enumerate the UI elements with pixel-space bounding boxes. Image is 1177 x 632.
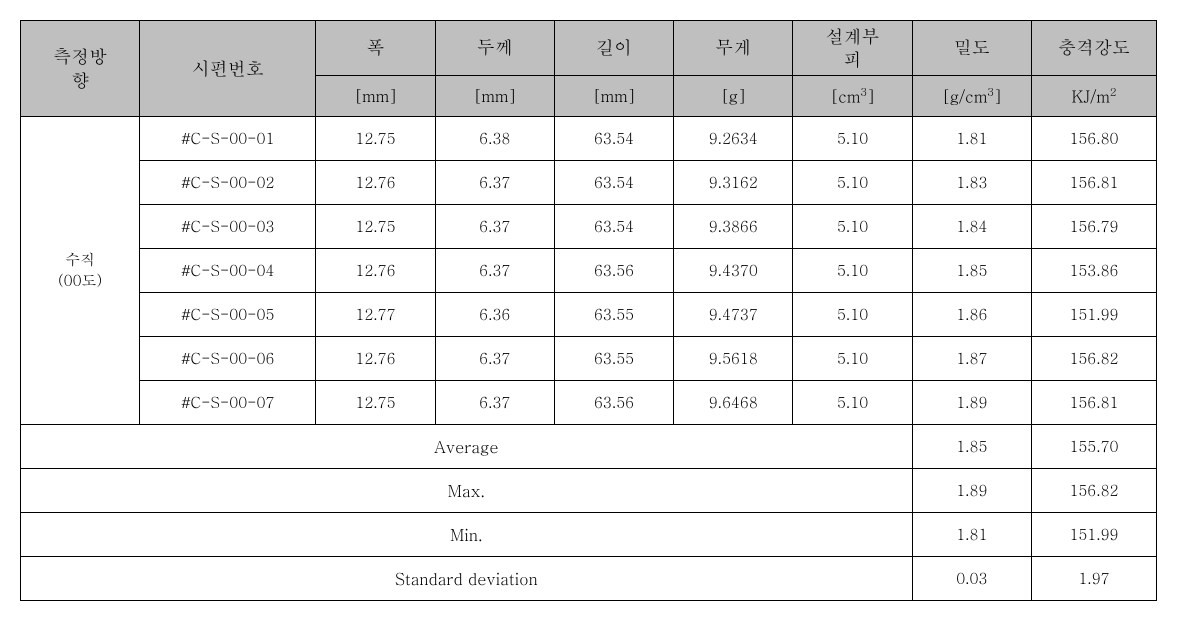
- stat-density: 0.03: [912, 557, 1031, 601]
- cell-v: 5.10: [793, 161, 912, 205]
- cell-v: 5.10: [793, 337, 912, 381]
- cell-l: 63.55: [554, 337, 673, 381]
- stat-label: Average: [21, 425, 913, 469]
- cell-t: 6.37: [435, 161, 554, 205]
- cell-t: 6.37: [435, 337, 554, 381]
- stat-row: Average1.85155.70: [21, 425, 1157, 469]
- stat-label: Max.: [21, 469, 913, 513]
- cell-m: 9.3866: [674, 205, 793, 249]
- unit-thickness: [mm]: [435, 76, 554, 117]
- cell-m: 9.4737: [674, 293, 793, 337]
- cell-t: 6.36: [435, 293, 554, 337]
- cell-id: #C-S-00-04: [140, 249, 316, 293]
- table-row: #C-S-00-0512.776.3663.559.47375.101.8615…: [21, 293, 1157, 337]
- cell-w: 12.77: [316, 293, 435, 337]
- cell-v: 5.10: [793, 249, 912, 293]
- cell-v: 5.10: [793, 117, 912, 161]
- cell-t: 6.37: [435, 205, 554, 249]
- table-row: #C-S-00-0412.766.3763.569.43705.101.8515…: [21, 249, 1157, 293]
- cell-l: 63.56: [554, 249, 673, 293]
- cell-id: #C-S-00-02: [140, 161, 316, 205]
- cell-v: 5.10: [793, 205, 912, 249]
- specimen-data-table: 측정방 향 시편번호 폭 두께 길이 무게 설계부 피 밀도 충격강도 [mm]…: [20, 20, 1157, 601]
- unit-design-volume: [cm3]: [793, 76, 912, 117]
- cell-id: #C-S-00-03: [140, 205, 316, 249]
- cell-w: 12.76: [316, 249, 435, 293]
- cell-s: 151.99: [1031, 293, 1156, 337]
- col-header-specimen: 시편번호: [140, 21, 316, 117]
- table-row: #C-S-00-0212.766.3763.549.31625.101.8315…: [21, 161, 1157, 205]
- stat-strength: 155.70: [1031, 425, 1156, 469]
- stat-strength: 156.82: [1031, 469, 1156, 513]
- cell-w: 12.76: [316, 161, 435, 205]
- cell-s: 156.79: [1031, 205, 1156, 249]
- cell-d: 1.84: [912, 205, 1031, 249]
- table-row: #C-S-00-0312.756.3763.549.38665.101.8415…: [21, 205, 1157, 249]
- cell-w: 12.76: [316, 337, 435, 381]
- unit-length: [mm]: [554, 76, 673, 117]
- direction-value: 수직 (00도): [21, 117, 140, 425]
- cell-w: 12.75: [316, 381, 435, 425]
- cell-id: #C-S-00-01: [140, 117, 316, 161]
- cell-l: 63.54: [554, 161, 673, 205]
- col-header-direction: 측정방 향: [21, 21, 140, 117]
- cell-s: 156.81: [1031, 161, 1156, 205]
- cell-m: 9.2634: [674, 117, 793, 161]
- table-row: 수직 (00도)#C-S-00-0112.756.3863.549.26345.…: [21, 117, 1157, 161]
- cell-d: 1.89: [912, 381, 1031, 425]
- cell-d: 1.86: [912, 293, 1031, 337]
- cell-s: 156.82: [1031, 337, 1156, 381]
- cell-t: 6.37: [435, 249, 554, 293]
- unit-width: [mm]: [316, 76, 435, 117]
- cell-l: 63.55: [554, 293, 673, 337]
- unit-weight: [g]: [674, 76, 793, 117]
- cell-d: 1.85: [912, 249, 1031, 293]
- col-header-impact-strength: 충격강도: [1031, 21, 1156, 76]
- cell-id: #C-S-00-05: [140, 293, 316, 337]
- unit-density: [g/cm3]: [912, 76, 1031, 117]
- cell-s: 156.81: [1031, 381, 1156, 425]
- stat-density: 1.81: [912, 513, 1031, 557]
- stat-row: Max.1.89156.82: [21, 469, 1157, 513]
- cell-v: 5.10: [793, 381, 912, 425]
- cell-id: #C-S-00-06: [140, 337, 316, 381]
- cell-d: 1.87: [912, 337, 1031, 381]
- stat-strength: 1.97: [1031, 557, 1156, 601]
- col-header-weight: 무게: [674, 21, 793, 76]
- cell-d: 1.81: [912, 117, 1031, 161]
- stat-label: Min.: [21, 513, 913, 557]
- cell-t: 6.38: [435, 117, 554, 161]
- col-header-length: 길이: [554, 21, 673, 76]
- unit-impact-strength: KJ/m2: [1031, 76, 1156, 117]
- cell-v: 5.10: [793, 293, 912, 337]
- col-header-thickness: 두께: [435, 21, 554, 76]
- cell-l: 63.54: [554, 117, 673, 161]
- cell-m: 9.3162: [674, 161, 793, 205]
- stat-strength: 151.99: [1031, 513, 1156, 557]
- cell-m: 9.5618: [674, 337, 793, 381]
- cell-t: 6.37: [435, 381, 554, 425]
- col-header-design-volume: 설계부 피: [793, 21, 912, 76]
- cell-s: 156.80: [1031, 117, 1156, 161]
- cell-w: 12.75: [316, 205, 435, 249]
- cell-d: 1.83: [912, 161, 1031, 205]
- stat-density: 1.89: [912, 469, 1031, 513]
- stat-row: Min.1.81151.99: [21, 513, 1157, 557]
- cell-id: #C-S-00-07: [140, 381, 316, 425]
- cell-s: 153.86: [1031, 249, 1156, 293]
- cell-w: 12.75: [316, 117, 435, 161]
- stat-label: Standard deviation: [21, 557, 913, 601]
- stat-row: Standard deviation0.031.97: [21, 557, 1157, 601]
- cell-m: 9.6468: [674, 381, 793, 425]
- table-row: #C-S-00-0612.766.3763.559.56185.101.8715…: [21, 337, 1157, 381]
- table-row: #C-S-00-0712.756.3763.569.64685.101.8915…: [21, 381, 1157, 425]
- col-header-density: 밀도: [912, 21, 1031, 76]
- stat-density: 1.85: [912, 425, 1031, 469]
- cell-l: 63.56: [554, 381, 673, 425]
- col-header-width: 폭: [316, 21, 435, 76]
- cell-m: 9.4370: [674, 249, 793, 293]
- cell-l: 63.54: [554, 205, 673, 249]
